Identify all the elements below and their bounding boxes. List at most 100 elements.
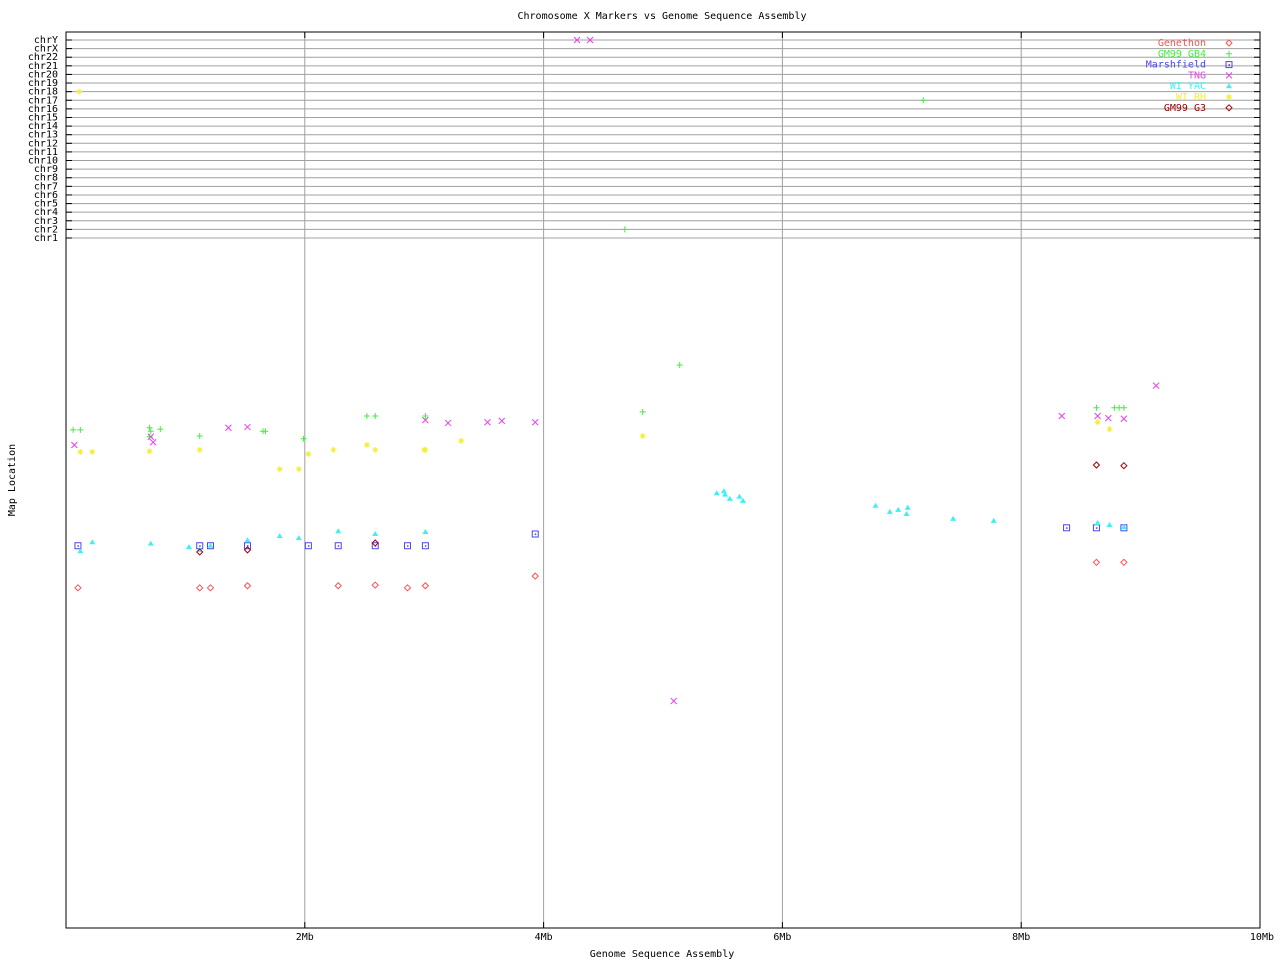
data-point xyxy=(330,446,337,453)
data-point xyxy=(206,584,215,592)
tick-label-chr5: chr5 xyxy=(34,199,58,210)
data-point xyxy=(904,504,911,510)
data-point xyxy=(89,448,96,455)
legend-marker-star-icon xyxy=(1226,94,1232,100)
legend-marker-triangle-icon xyxy=(1226,83,1232,89)
data-point xyxy=(295,466,302,473)
data-point xyxy=(262,428,269,435)
tick-label-chr6: chr6 xyxy=(34,190,58,201)
data-point xyxy=(1058,412,1066,420)
data-point-chrY xyxy=(573,36,581,44)
data-point xyxy=(403,584,412,592)
data-point xyxy=(713,490,720,496)
data-point xyxy=(149,438,157,446)
data-point xyxy=(372,446,379,453)
tick-label-chr15: chr15 xyxy=(28,112,58,123)
data-point xyxy=(422,528,429,534)
data-point xyxy=(146,433,153,440)
legend-label: TNG xyxy=(1188,70,1206,81)
xtick-label-6Mb: 6Mb xyxy=(773,932,791,943)
data-point xyxy=(196,433,203,440)
tick-label-chr20: chr20 xyxy=(28,69,58,80)
legend-marker-cross-icon xyxy=(1225,72,1233,79)
data-point xyxy=(670,697,678,705)
data-point xyxy=(639,408,646,415)
data-point xyxy=(335,528,342,534)
data-point xyxy=(895,506,902,512)
tick-label-chrX: chrX xyxy=(34,44,58,55)
data-point xyxy=(77,426,84,433)
series-gm99-gb4 xyxy=(70,97,1127,442)
tick-label-chr10: chr10 xyxy=(28,156,58,167)
tick-label-chrY: chrY xyxy=(34,35,58,46)
data-point xyxy=(1094,412,1101,420)
legend-label: WI RH xyxy=(1176,92,1206,103)
data-point-chr18 xyxy=(76,88,83,95)
data-point xyxy=(1094,519,1101,525)
data-point xyxy=(886,508,893,514)
data-point xyxy=(1152,382,1160,390)
series-wi-yac xyxy=(77,488,1127,554)
data-point xyxy=(1092,461,1101,469)
xtick-label-8Mb: 8Mb xyxy=(1012,932,1030,943)
data-point xyxy=(1120,404,1127,411)
data-point xyxy=(196,584,204,592)
tick-label-chr14: chr14 xyxy=(28,121,58,132)
data-point xyxy=(903,511,910,516)
data-point xyxy=(304,542,312,550)
data-point xyxy=(74,584,82,592)
data-point xyxy=(422,413,429,420)
data-point xyxy=(372,413,379,420)
data-point xyxy=(950,515,957,521)
data-point xyxy=(70,426,77,433)
data-point xyxy=(372,531,379,537)
legend-label: Marshfield xyxy=(1146,60,1206,71)
legend-label: GM99 GB4 xyxy=(1158,49,1206,60)
data-point xyxy=(371,539,379,547)
data-point xyxy=(147,433,155,441)
data-point xyxy=(1120,558,1128,567)
data-point-chr17 xyxy=(920,97,927,104)
legend-label: WI YAC xyxy=(1170,81,1206,92)
data-point xyxy=(363,442,370,448)
data-point xyxy=(305,450,312,457)
legend-marker-plus-icon xyxy=(1226,50,1232,57)
data-point xyxy=(1120,415,1128,423)
xtick-label-10Mb: 10Mb xyxy=(1250,932,1274,943)
data-point xyxy=(421,582,430,590)
data-point xyxy=(196,446,203,453)
data-point xyxy=(1092,524,1100,532)
data-point xyxy=(1120,524,1127,530)
data-point xyxy=(243,546,252,554)
grid xyxy=(66,32,1260,928)
tick-label-chr18: chr18 xyxy=(28,87,58,98)
data-point xyxy=(276,466,283,473)
data-point xyxy=(531,572,539,580)
data-point xyxy=(77,548,84,554)
data-point xyxy=(225,424,232,432)
data-point xyxy=(1094,419,1101,426)
x-axis-label: Genome Sequence Assembly xyxy=(590,949,735,960)
data-point xyxy=(403,542,411,550)
data-point xyxy=(147,540,154,546)
data-points xyxy=(70,36,1160,705)
data-point xyxy=(531,530,539,538)
data-point xyxy=(639,433,646,440)
data-point xyxy=(739,497,746,503)
data-point-chr2 xyxy=(621,226,628,233)
xtick-label-2Mb: 2Mb xyxy=(296,932,314,943)
data-point xyxy=(146,448,153,455)
data-point xyxy=(1106,522,1113,528)
data-point xyxy=(276,533,283,539)
data-point xyxy=(243,582,252,590)
y-axis-label: Map Location xyxy=(7,444,18,516)
data-point xyxy=(207,542,214,548)
data-point xyxy=(676,361,683,368)
data-point xyxy=(444,419,452,427)
data-point xyxy=(334,542,342,550)
legend-marker-diamond-icon xyxy=(1225,104,1233,112)
tick-label-chr7: chr7 xyxy=(34,181,58,192)
tick-label-chr16: chr16 xyxy=(28,104,58,115)
